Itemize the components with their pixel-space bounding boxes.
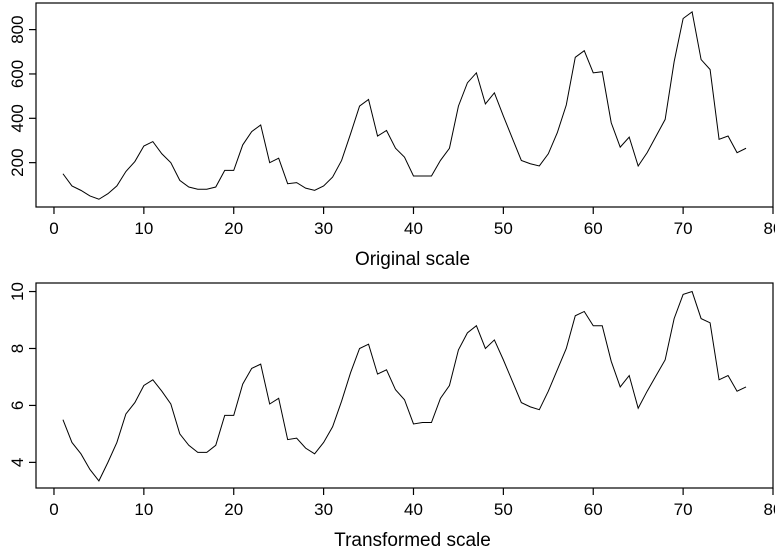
plot-frame [35, 282, 774, 489]
y-tick-label: 6 [8, 401, 27, 410]
x-tick-label: 10 [134, 500, 153, 519]
x-tick-label: 30 [314, 500, 333, 519]
y-tick-label: 400 [8, 104, 27, 132]
x-tick-label: 70 [674, 500, 693, 519]
plot-frame [35, 2, 774, 208]
x-tick-label: 50 [494, 500, 513, 519]
x-tick-label: 0 [49, 219, 58, 238]
series-line [62, 290, 747, 482]
y-tick-label: 600 [8, 60, 27, 88]
x-tick-label: 0 [49, 500, 58, 519]
x-tick-label: 50 [494, 219, 513, 238]
x-tick-label: 10 [134, 219, 153, 238]
x-axis-title: Original scale [355, 249, 470, 270]
x-tick-label: 60 [584, 500, 603, 519]
x-tick-label: 60 [584, 219, 603, 238]
y-tick-label: 800 [8, 15, 27, 43]
panel-original-scale: 0 10 20 30 40 50 60 70 80 200 400 600 800 Original sc… [8, 2, 775, 270]
x-axis-title: Transformed scale [334, 530, 491, 551]
y-tick-label: 200 [8, 148, 27, 176]
x-tick-label: 20 [224, 500, 243, 519]
x-tick-label: 40 [404, 219, 423, 238]
y-tick-label: 4 [8, 458, 27, 467]
y-tick-label: 10 [8, 282, 27, 301]
panel-transformed-scale: 0 10 20 30 40 50 60 70 80 4 6 8 10 Transformed scale [8, 282, 775, 551]
series-line [62, 10, 747, 200]
y-tick-label: 8 [8, 344, 27, 353]
x-tick-label: 80 [764, 219, 775, 238]
x-tick-label: 20 [224, 219, 243, 238]
x-tick-label: 30 [314, 219, 333, 238]
x-tick-label: 80 [764, 500, 775, 519]
x-tick-label: 40 [404, 500, 423, 519]
x-tick-label: 70 [674, 219, 693, 238]
